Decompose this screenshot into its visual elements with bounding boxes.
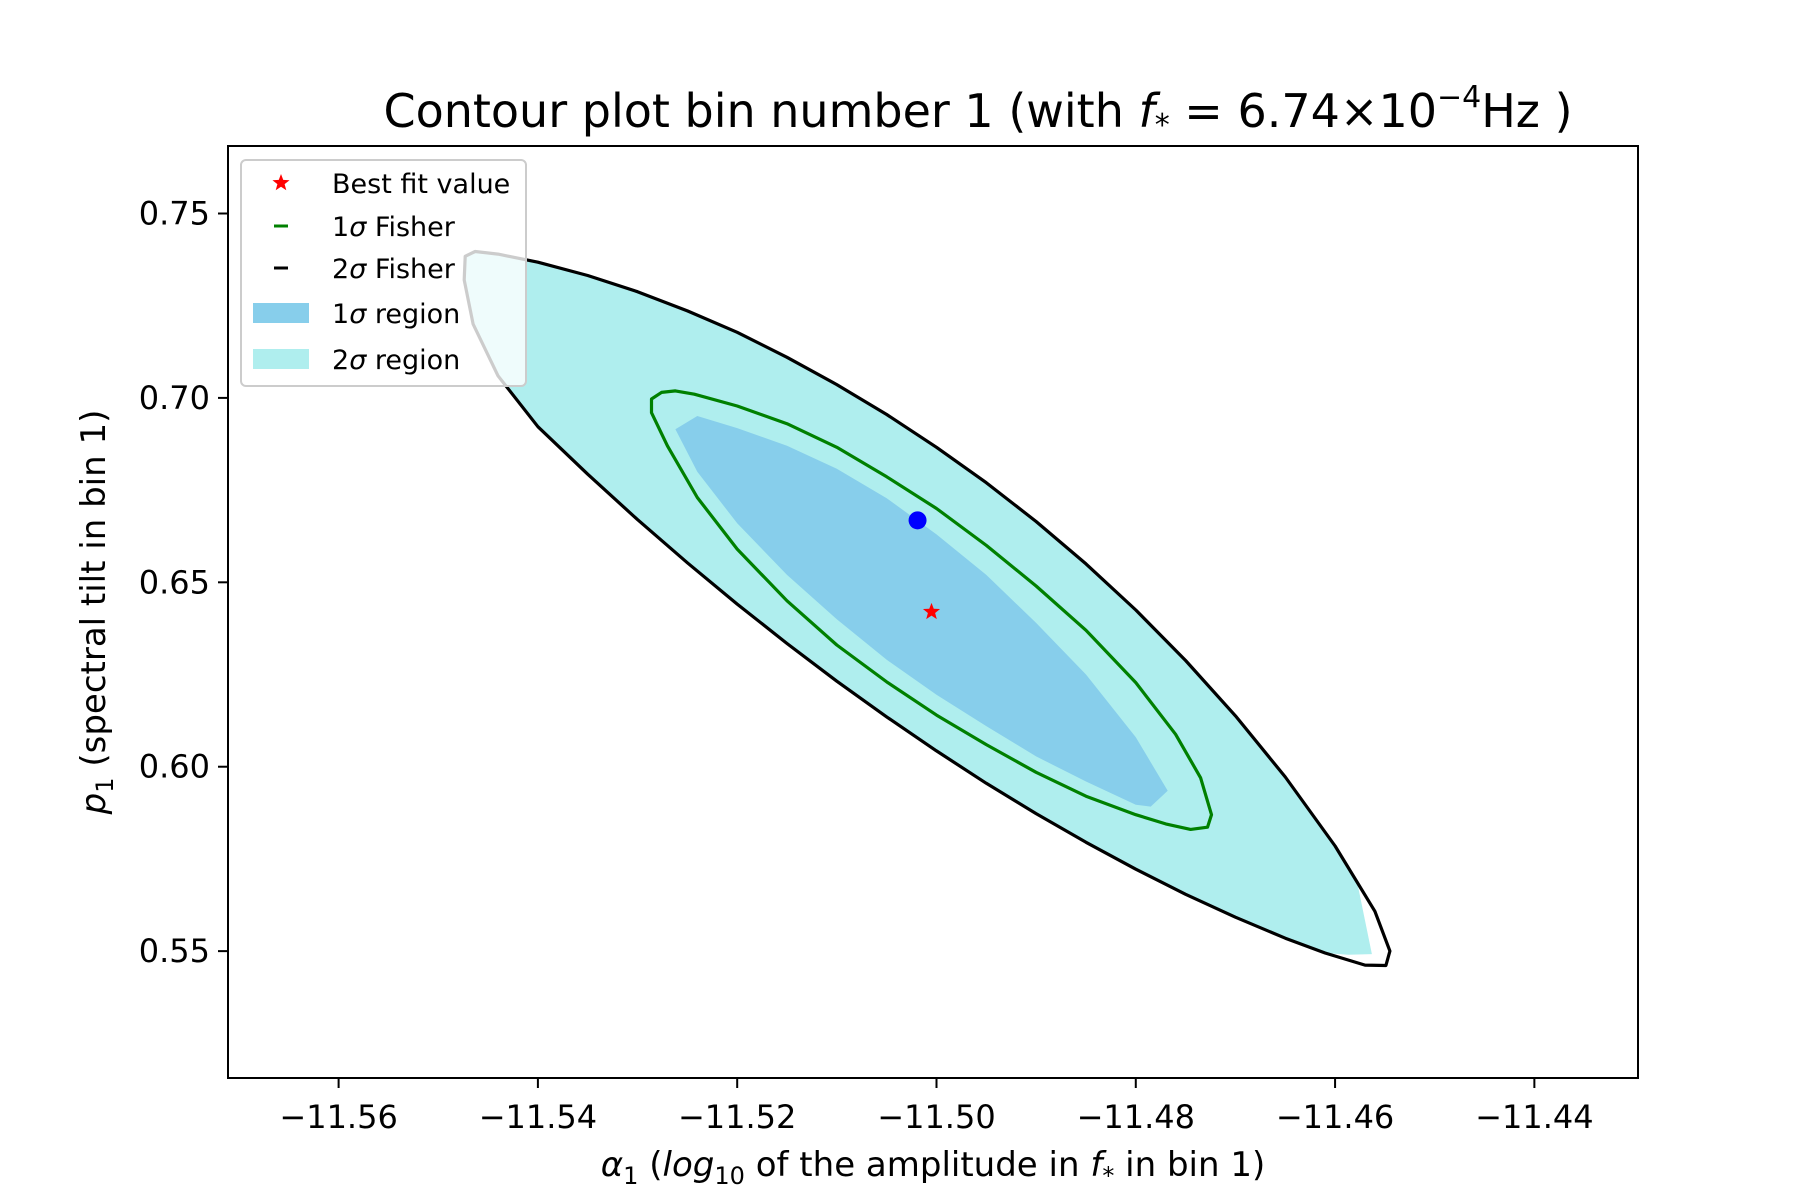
y-axis: 0.55 0.60 0.65 0.70 0.75 (139, 194, 228, 970)
x-tick-label: −11.44 (1475, 1098, 1593, 1136)
x-tick-label: −11.54 (479, 1098, 597, 1136)
legend-patch-marker (253, 303, 309, 323)
fisher-2sigma-ellipse (462, 249, 1392, 968)
y-tick-label: 0.55 (139, 932, 210, 970)
legend-entry: 1σ Fisher (274, 212, 456, 243)
legend-entry: 2σ region (253, 345, 460, 376)
x-tick-label: −11.50 (877, 1098, 995, 1136)
x-tick-label: −11.52 (678, 1098, 796, 1136)
legend-star-marker (272, 174, 290, 191)
plot-frame (227, 145, 1639, 1079)
region-1sigma (675, 416, 1168, 807)
best-fit-marker (922, 602, 941, 620)
legend-label: 1σ Fisher (332, 212, 456, 243)
legend: Best fit value 1σ Fisher 2σ Fisher 1σ regio… (240, 159, 527, 387)
legend-label: 1σ region (332, 299, 460, 330)
x-axis: −11.56 −11.54 −11.52 −11.50 −11.48 −11.46 −11.… (279, 1078, 1594, 1136)
legend-label: Best fit value (332, 169, 510, 200)
y-tick-label: 0.65 (139, 563, 210, 601)
x-tick-label: −11.56 (279, 1098, 397, 1136)
x-axis-label: α1 (log10 of the amplitude in f* in bin … (601, 1145, 1265, 1190)
y-tick-label: 0.75 (139, 194, 210, 232)
y-tick-label: 0.60 (139, 748, 210, 786)
legend-patch-marker (253, 349, 309, 369)
fisher-1sigma-ellipse (649, 389, 1214, 831)
legend-label: 2σ region (332, 345, 460, 376)
y-axis-label: p1 (spectral tilt in bin 1) (74, 410, 119, 816)
highlight-point (908, 511, 927, 530)
chart-title: Contour plot bin number 1 (with f* = 6.7… (383, 80, 1572, 143)
x-tick-label: −11.48 (1077, 1098, 1195, 1136)
legend-box (240, 159, 527, 387)
legend-entry: 1σ region (253, 299, 460, 330)
x-tick-label: −11.46 (1276, 1098, 1394, 1136)
y-tick-label: 0.70 (139, 379, 210, 417)
plot-area (462, 249, 1392, 968)
legend-entry: Best fit value (272, 169, 510, 200)
legend-entry: 2σ Fisher (274, 254, 456, 285)
legend-label: 2σ Fisher (332, 254, 456, 285)
